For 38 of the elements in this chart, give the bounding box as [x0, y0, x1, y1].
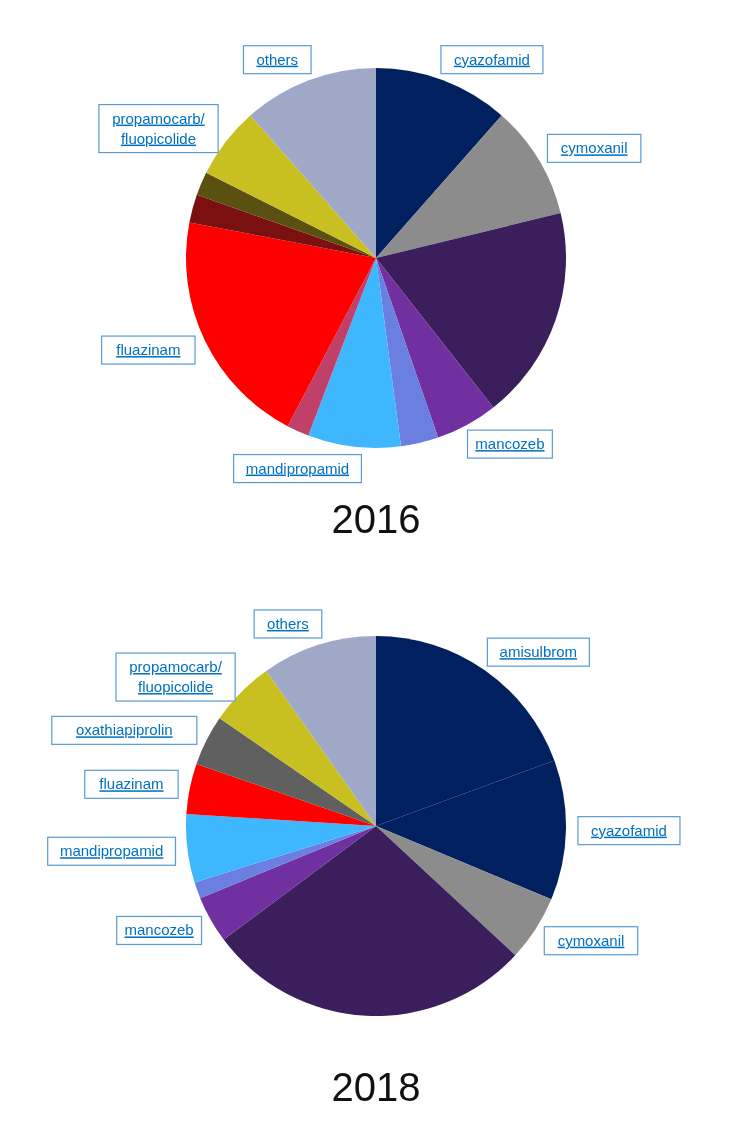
pie-slice	[376, 68, 502, 258]
pie-slice	[186, 814, 376, 883]
slice-label: cymoxanil	[557, 931, 625, 949]
slice-label: others	[267, 614, 309, 632]
pie-slice	[250, 68, 376, 258]
pie-slice	[376, 258, 439, 447]
pie-slice	[376, 826, 552, 956]
slice-label: fluazinam	[99, 775, 164, 793]
pie-slice	[287, 258, 376, 436]
pie-slice	[223, 826, 516, 1016]
pie-slice	[196, 718, 376, 826]
slice-label: cyazofamid	[454, 50, 530, 68]
pie-slice	[189, 194, 376, 258]
text: 2018	[331, 1065, 421, 1109]
slice-label: amisulbrom	[499, 643, 578, 661]
slice-label: oxathiapiprolin	[75, 721, 173, 739]
pie-slice	[308, 258, 401, 448]
slice-label: mandipropamid	[245, 459, 350, 477]
pie-slice	[376, 258, 494, 438]
pie-slice	[186, 763, 376, 826]
text: 2016	[331, 497, 421, 541]
slice-label: fluazinam	[116, 341, 181, 359]
pie-slice	[376, 213, 566, 408]
pie-slice	[206, 115, 376, 258]
pie-slice	[196, 172, 376, 258]
slice-label: mandipropamid	[59, 842, 164, 860]
pie-slice	[266, 636, 376, 826]
pie-slice	[194, 826, 376, 899]
slice-label: mancozeb	[124, 921, 194, 939]
slice-label: others	[256, 50, 299, 68]
slice-label: propamocarb/fluopicolide	[129, 658, 223, 696]
slice-label: cymoxanil	[560, 139, 628, 157]
pie-slice	[376, 115, 561, 258]
pie-slice	[200, 826, 376, 940]
slice-label: mancozeb	[475, 435, 545, 453]
slice-label: propamocarb/fluopicolide	[112, 109, 206, 147]
slice-label: cyazofamid	[591, 821, 667, 839]
pie-slice	[186, 222, 376, 427]
